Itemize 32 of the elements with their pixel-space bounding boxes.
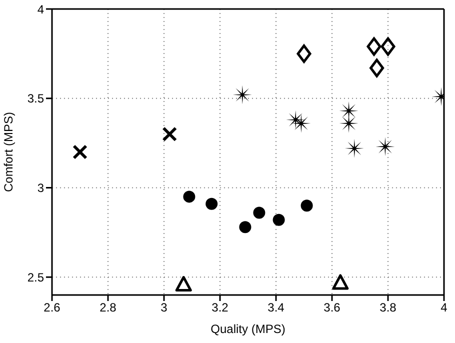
point [162, 126, 178, 142]
point [292, 114, 311, 133]
point [332, 274, 349, 290]
x-tick-label: 3.4 [268, 300, 285, 315]
point [272, 214, 285, 226]
point [239, 221, 252, 234]
x-tick-label: 2.6 [44, 300, 61, 315]
point [72, 144, 88, 160]
point [183, 190, 196, 203]
x-tick-label: 3 [160, 300, 168, 315]
point [370, 58, 384, 78]
x-tick-label: 3.2 [212, 300, 229, 315]
x-tick-label: 2.8 [100, 300, 117, 315]
point [344, 138, 364, 158]
point [232, 85, 252, 104]
point [366, 37, 382, 56]
point [296, 44, 312, 63]
point [376, 137, 395, 156]
point [175, 276, 192, 292]
x-tick-label: 4 [440, 300, 448, 315]
y-tick-label: 4 [37, 2, 44, 16]
point [380, 37, 396, 56]
y-axis-title: Comfort (MPS) [1, 112, 16, 192]
x-tick-label: 3.8 [380, 300, 397, 315]
y-tick-label: 3 [37, 181, 44, 196]
point [300, 200, 313, 212]
x-axis-title: Quality (MPS) [210, 322, 286, 336]
y-tick-label: 2.5 [27, 270, 44, 284]
point [253, 206, 266, 219]
x-tick-label: 3.6 [324, 300, 341, 315]
point [206, 198, 218, 210]
y-tick-label: 3.5 [27, 92, 44, 106]
